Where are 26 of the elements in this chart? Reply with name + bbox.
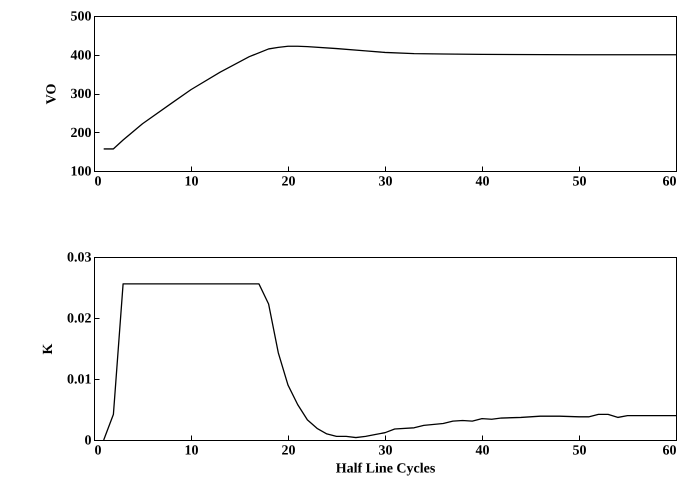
x-tick-label: 0 (94, 444, 102, 458)
x-tick-label: 40 (476, 174, 490, 190)
x-tick-label: 30 (378, 174, 392, 190)
y-tick-label: 0.03 (67, 250, 92, 266)
y-tick-label: 200 (70, 126, 92, 141)
y-axis-title: VO (44, 84, 60, 104)
x-tick-label: 40 (476, 444, 490, 458)
x-tick-label: 50 (572, 174, 586, 190)
y-tick-label: 400 (70, 48, 92, 64)
y-tick-label: 0.02 (67, 312, 92, 326)
x-tick-label: 10 (184, 174, 198, 190)
y-axis-title: K (41, 343, 56, 354)
x-tick-label: 60 (662, 444, 676, 458)
y-tick-label: 100 (70, 164, 92, 180)
x-tick-label: 0 (94, 174, 102, 190)
y-tick-label: 500 (70, 10, 92, 24)
y-tick-label: 0 (84, 434, 92, 448)
x-tick-label: 10 (184, 444, 198, 458)
x-tick-label: 50 (572, 444, 586, 458)
y-tick-label: 300 (70, 87, 92, 102)
x-tick-label: 60 (662, 174, 676, 190)
x-tick-label: 30 (378, 444, 392, 458)
y-tick-label: 0.01 (67, 372, 92, 388)
x-tick-label: 20 (282, 444, 296, 458)
x-tick-label: 20 (282, 174, 296, 190)
x-axis-title: Half Line Cycles (336, 462, 436, 476)
